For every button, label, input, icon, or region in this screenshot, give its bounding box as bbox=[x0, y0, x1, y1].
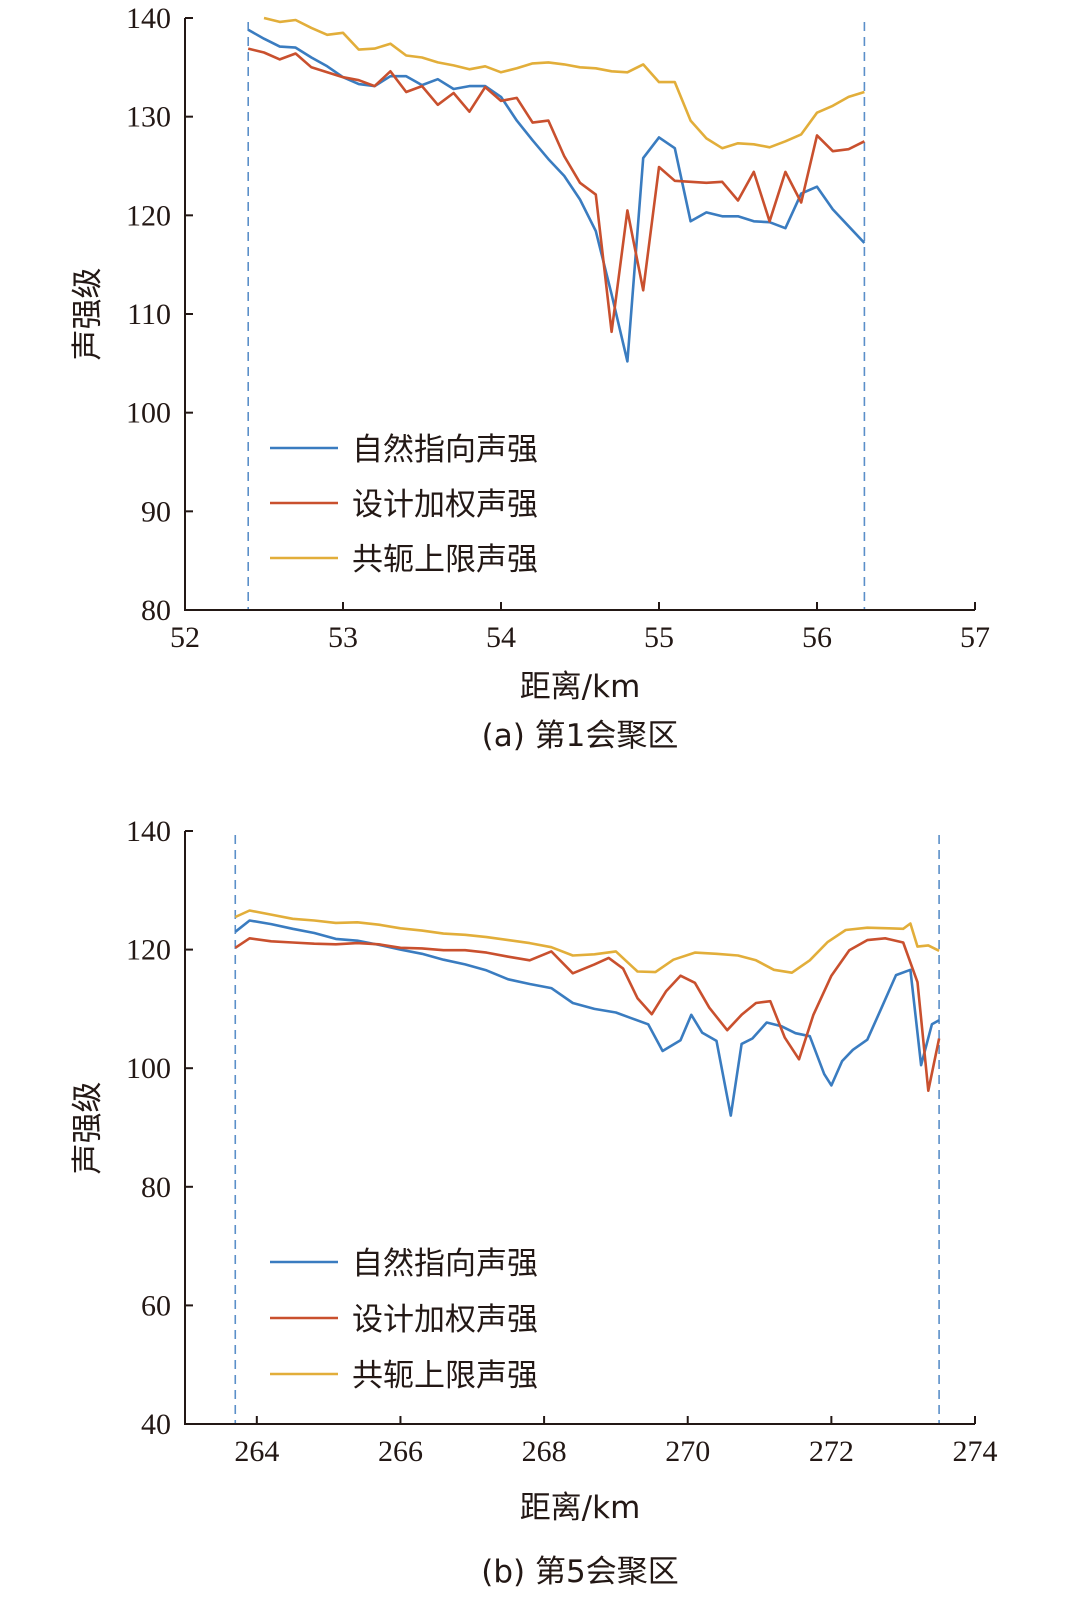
range-markers bbox=[234, 835, 940, 1424]
y-ticks: 80 90 100 110 120 130 140 bbox=[126, 2, 193, 627]
series-design-line bbox=[234, 936, 941, 1092]
series-conjugate-line bbox=[263, 16, 865, 150]
legend-label-conjugate: 共轭上限声强 bbox=[352, 542, 538, 578]
series-conjugate-line bbox=[234, 909, 940, 975]
y-tick-label: 40 bbox=[141, 1408, 171, 1441]
y-tick-label: 110 bbox=[127, 298, 171, 331]
legend: 自然指向声强 设计加权声强 共轭上限声强 bbox=[270, 432, 538, 578]
x-tick-label: 264 bbox=[234, 1435, 279, 1468]
plot-area bbox=[247, 16, 866, 363]
x-tick-label: 268 bbox=[522, 1435, 567, 1468]
caption-b: (b) 第5会聚区 bbox=[481, 1554, 678, 1590]
x-tick-label: 270 bbox=[665, 1435, 710, 1468]
x-tick-label: 266 bbox=[378, 1435, 423, 1468]
y-ticks: 40 60 80 100 120 140 bbox=[126, 815, 193, 1441]
y-tick-label: 140 bbox=[126, 2, 171, 35]
plot-area bbox=[234, 909, 941, 1117]
y-tick-label: 140 bbox=[126, 815, 171, 848]
axes bbox=[184, 18, 975, 611]
y-tick-label: 80 bbox=[141, 594, 171, 627]
x-tick-label: 55 bbox=[644, 621, 674, 654]
x-axis-label: 距离/km bbox=[520, 1490, 641, 1526]
series-natural-line bbox=[247, 28, 866, 363]
x-ticks: 52 53 54 55 56 57 bbox=[170, 602, 990, 654]
range-markers bbox=[247, 22, 866, 610]
x-tick-label: 53 bbox=[328, 621, 358, 654]
y-tick-label: 120 bbox=[126, 199, 171, 232]
y-tick-label: 60 bbox=[141, 1289, 171, 1322]
x-ticks: 264 266 268 270 272 274 bbox=[234, 1416, 998, 1468]
legend: 自然指向声强 设计加权声强 共轭上限声强 bbox=[270, 1246, 538, 1394]
chart-panel-a: 52 53 54 55 56 57 80 90 100 110 120 130 140 自然指向声强 … bbox=[70, 2, 990, 754]
y-axis-label: 声强级 bbox=[70, 1082, 106, 1175]
y-tick-label: 100 bbox=[126, 1052, 171, 1085]
x-tick-label: 56 bbox=[802, 621, 832, 654]
y-tick-label: 120 bbox=[126, 934, 171, 967]
legend-label-design: 设计加权声强 bbox=[352, 487, 538, 523]
legend-label-natural: 自然指向声强 bbox=[352, 432, 538, 468]
y-tick-label: 80 bbox=[141, 1171, 171, 1204]
axis-lines bbox=[184, 18, 975, 611]
legend-label-natural: 自然指向声强 bbox=[352, 1246, 538, 1282]
y-tick-label: 90 bbox=[141, 495, 171, 528]
series-design-line bbox=[247, 47, 865, 334]
y-axis-label: 声强级 bbox=[70, 268, 106, 361]
y-tick-label: 100 bbox=[126, 397, 171, 430]
chart-panel-b: 264 266 268 270 272 274 40 60 80 100 120 140 自然指向声… bbox=[70, 815, 998, 1590]
x-tick-label: 54 bbox=[486, 621, 516, 654]
x-tick-label: 274 bbox=[953, 1435, 998, 1468]
legend-label-conjugate: 共轭上限声强 bbox=[352, 1358, 538, 1394]
caption-a: (a) 第1会聚区 bbox=[482, 718, 679, 754]
y-tick-label: 130 bbox=[126, 101, 171, 134]
x-tick-label: 52 bbox=[170, 621, 200, 654]
x-tick-label: 272 bbox=[809, 1435, 854, 1468]
legend-label-design: 设计加权声强 bbox=[352, 1302, 538, 1338]
x-axis-label: 距离/km bbox=[520, 669, 641, 705]
series-natural-line bbox=[234, 919, 940, 1117]
x-tick-label: 57 bbox=[960, 621, 990, 654]
